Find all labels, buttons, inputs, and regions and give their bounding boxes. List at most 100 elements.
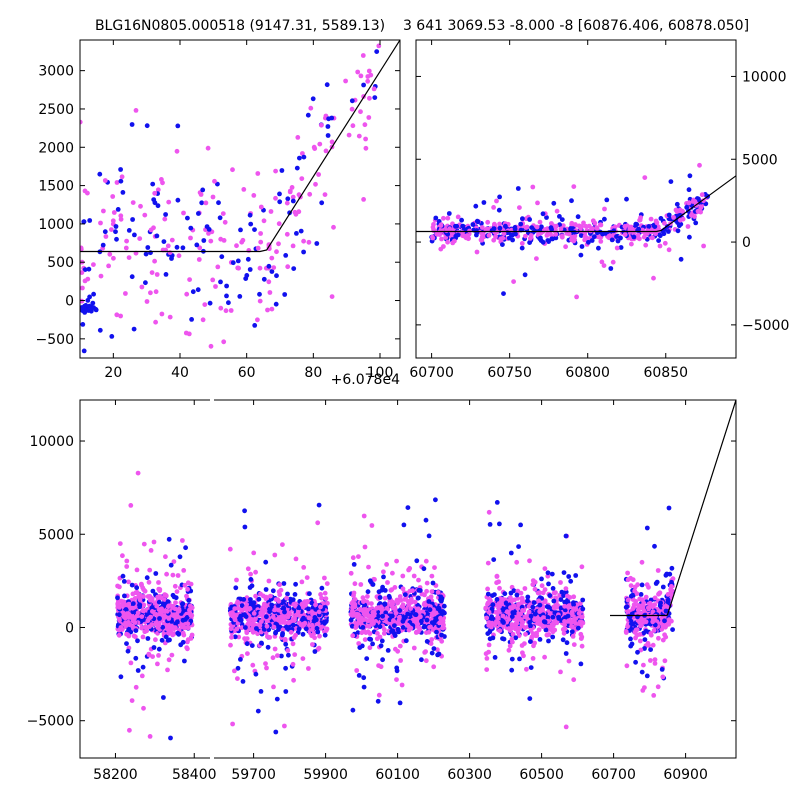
data-point — [257, 291, 262, 297]
data-point — [234, 626, 240, 632]
data-point — [318, 604, 323, 610]
data-point — [659, 626, 665, 632]
data-point — [579, 634, 585, 640]
data-point — [566, 605, 571, 610]
data-point — [485, 560, 491, 566]
data-point — [405, 505, 411, 510]
data-point — [398, 598, 404, 603]
data-point — [247, 212, 253, 218]
data-point — [166, 616, 172, 621]
data-point — [618, 235, 623, 241]
data-point — [571, 677, 577, 683]
data-point — [508, 550, 514, 556]
data-point — [281, 618, 287, 623]
data-point — [432, 565, 437, 570]
data-point — [367, 636, 372, 642]
scatter-points-segment-1 — [115, 470, 195, 741]
data-point — [249, 583, 255, 589]
scatter-points — [416, 162, 736, 300]
data-point — [381, 574, 386, 580]
data-point — [518, 611, 524, 617]
data-point — [403, 638, 409, 644]
data-point — [269, 255, 275, 261]
x-tick-label: 40 — [171, 365, 189, 381]
data-point — [589, 238, 595, 243]
data-point — [486, 509, 492, 515]
y-tick-label: −500 — [36, 332, 74, 348]
data-point — [656, 238, 661, 244]
data-point — [572, 233, 578, 239]
data-point — [586, 239, 591, 245]
data-point — [181, 210, 186, 216]
data-point — [273, 168, 278, 174]
data-point — [558, 226, 564, 232]
data-point — [248, 221, 254, 227]
data-point — [537, 590, 543, 596]
data-point — [661, 231, 667, 237]
data-point — [522, 625, 528, 631]
data-point — [82, 267, 88, 272]
data-point — [279, 168, 285, 173]
data-point — [147, 624, 152, 629]
data-point — [388, 587, 394, 593]
data-point — [662, 220, 667, 226]
data-point — [130, 217, 136, 222]
data-point — [460, 223, 466, 229]
data-point — [648, 647, 653, 652]
data-point — [562, 622, 567, 628]
y-tick-label: −5000 — [742, 318, 789, 334]
data-point — [203, 200, 209, 206]
data-point — [255, 171, 261, 176]
data-point — [624, 604, 630, 610]
data-point — [474, 218, 480, 224]
data-point — [153, 612, 159, 617]
data-point — [129, 274, 135, 280]
data-point — [238, 657, 243, 662]
data-point — [238, 613, 244, 619]
data-point — [222, 219, 228, 225]
data-point — [424, 588, 429, 594]
data-point — [532, 640, 537, 646]
data-point — [408, 625, 414, 631]
data-point — [274, 696, 280, 702]
data-point — [491, 237, 497, 243]
data-point — [237, 294, 243, 299]
data-point — [80, 119, 83, 125]
data-point — [239, 625, 245, 631]
data-point — [80, 285, 85, 291]
data-point — [289, 185, 295, 190]
data-point — [145, 618, 151, 624]
data-point — [290, 198, 296, 204]
data-point — [130, 601, 136, 606]
data-point — [570, 634, 576, 639]
data-point — [384, 605, 390, 611]
data-point — [156, 599, 162, 605]
data-point — [210, 277, 216, 283]
data-point — [666, 229, 671, 234]
data-point — [377, 595, 383, 600]
data-point — [162, 592, 168, 598]
data-point — [98, 220, 103, 226]
data-point — [350, 123, 356, 129]
data-point — [367, 645, 373, 651]
x-tick-label: 59900 — [303, 767, 348, 783]
data-point — [439, 632, 444, 638]
data-point — [315, 520, 321, 526]
data-point — [528, 639, 533, 644]
data-point — [266, 279, 272, 285]
data-point — [578, 661, 584, 667]
data-point — [133, 108, 139, 113]
data-point — [634, 591, 640, 597]
top-left-title: BLG16N0805.000518 (9147.31, 5589.13) — [95, 18, 385, 34]
data-point — [513, 635, 519, 641]
data-point — [314, 241, 320, 246]
data-point — [325, 133, 331, 138]
data-point — [663, 608, 669, 614]
data-point — [433, 616, 439, 622]
data-point — [232, 617, 238, 623]
data-point — [497, 521, 502, 527]
data-point — [150, 588, 156, 594]
data-point — [163, 634, 169, 640]
data-point — [525, 594, 531, 600]
data-point — [115, 595, 120, 601]
